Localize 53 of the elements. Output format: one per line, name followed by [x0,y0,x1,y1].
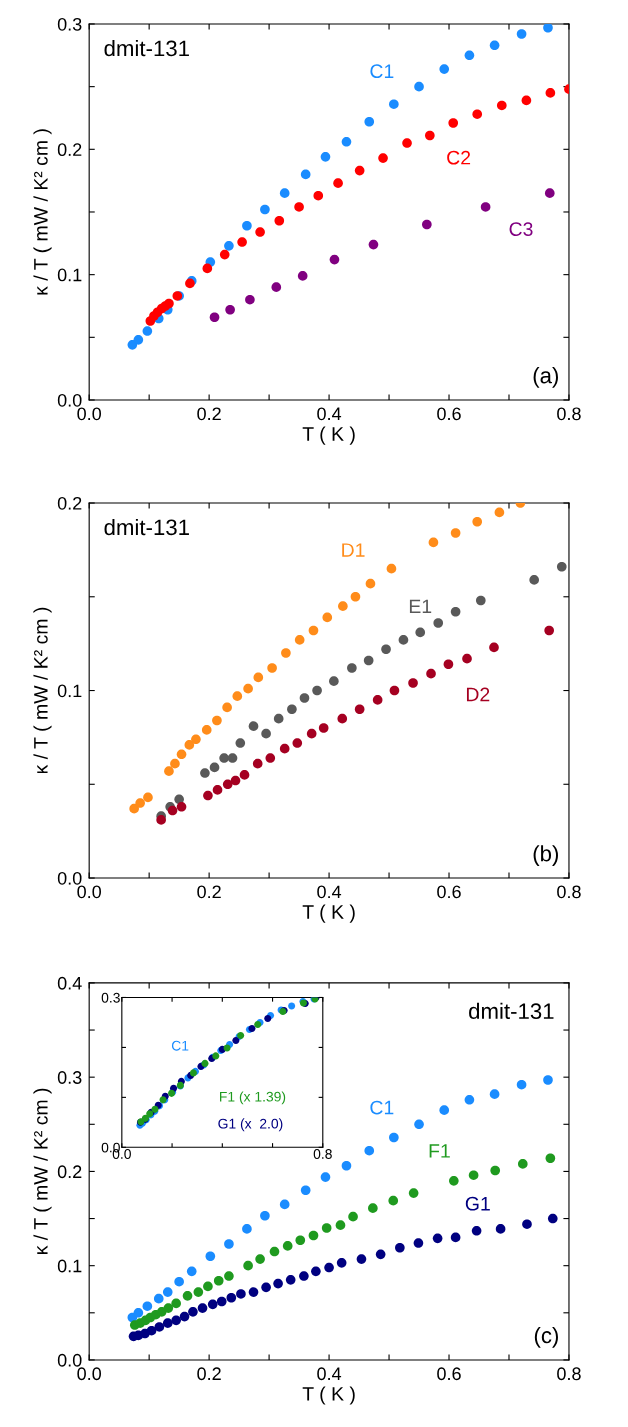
y-tick-label: 0.1 [57,268,82,282]
x-axis-title: T ( K ) [302,426,355,445]
x-tick-label: 0.6 [437,885,461,899]
x-tick-label: 0.4 [317,407,342,421]
y-tick-label: 0.0 [57,393,82,407]
series-label: C1 [370,1100,394,1115]
x-tick-label: 0.4 [317,885,342,899]
x-tick-label: 0.8 [557,407,581,421]
y-tick-label: 0.0 [57,871,82,885]
x-tick-label: 0.6 [437,1367,461,1381]
y-tick-label: 0.3 [57,1071,82,1084]
y-tick-label: 0.2 [57,1165,82,1179]
x-axis-title: T ( K ) [302,1386,355,1405]
series-label: E1 [409,599,432,614]
annotation: dmit-131 [104,39,189,57]
x-tick-label: 0.2 [197,1367,221,1381]
y-axis-title: κ / T ( mW / K² cm ) [33,1088,52,1255]
annotation: (c) [534,1326,558,1348]
x-tick-label: 0.0 [77,407,102,421]
x-tick-label: 0.2 [197,407,221,421]
x-axis-title: T ( K ) [302,904,355,923]
x-tick-label: 0.8 [557,885,581,899]
y-tick-label: 0.2 [57,143,82,157]
annotation: dmit-131 [469,1002,554,1020]
y-axis-title: κ / T ( mW / K² cm ) [33,607,52,774]
x-tick-label: 0.4 [317,1367,342,1381]
x-tick-label: 0.8 [313,1149,332,1159]
x-tick-label: 0.6 [437,407,461,421]
x-tick-label: 0.0 [77,885,102,899]
series-label: D1 [342,543,365,557]
y-tick-label: 0.1 [57,1259,82,1273]
series-label: F1 [429,1144,450,1158]
annotation: (a) [533,367,558,388]
series-label: C3 [509,222,533,236]
annotation: (b) [533,845,558,866]
text: F1 (x 1.39) [220,1091,286,1105]
y-tick-label: 0.2 [57,496,82,510]
series-label: C1 [171,1040,189,1051]
x-tick-label: 0.0 [77,1367,102,1381]
annotation: dmit-131 [104,518,189,536]
series-label: C1 [370,64,394,79]
y-tick-label: 0.0 [57,1353,82,1367]
y-tick-label: 0.1 [57,684,82,698]
y-axis-title: κ / T ( mW / K² cm ) [33,129,52,295]
y-tick-label: 0.3 [57,17,82,31]
series-label: D2 [466,687,490,702]
y-tick-label: 0.4 [57,976,82,990]
series-label: C2 [447,150,471,165]
x-tick-label: 0.2 [197,885,221,899]
text: G1 (x 2.0) [218,1118,283,1132]
x-tick-label: 0.8 [557,1367,581,1381]
series-label: G1 [465,1196,490,1211]
y-tick-label: 0.3 [101,992,120,1003]
